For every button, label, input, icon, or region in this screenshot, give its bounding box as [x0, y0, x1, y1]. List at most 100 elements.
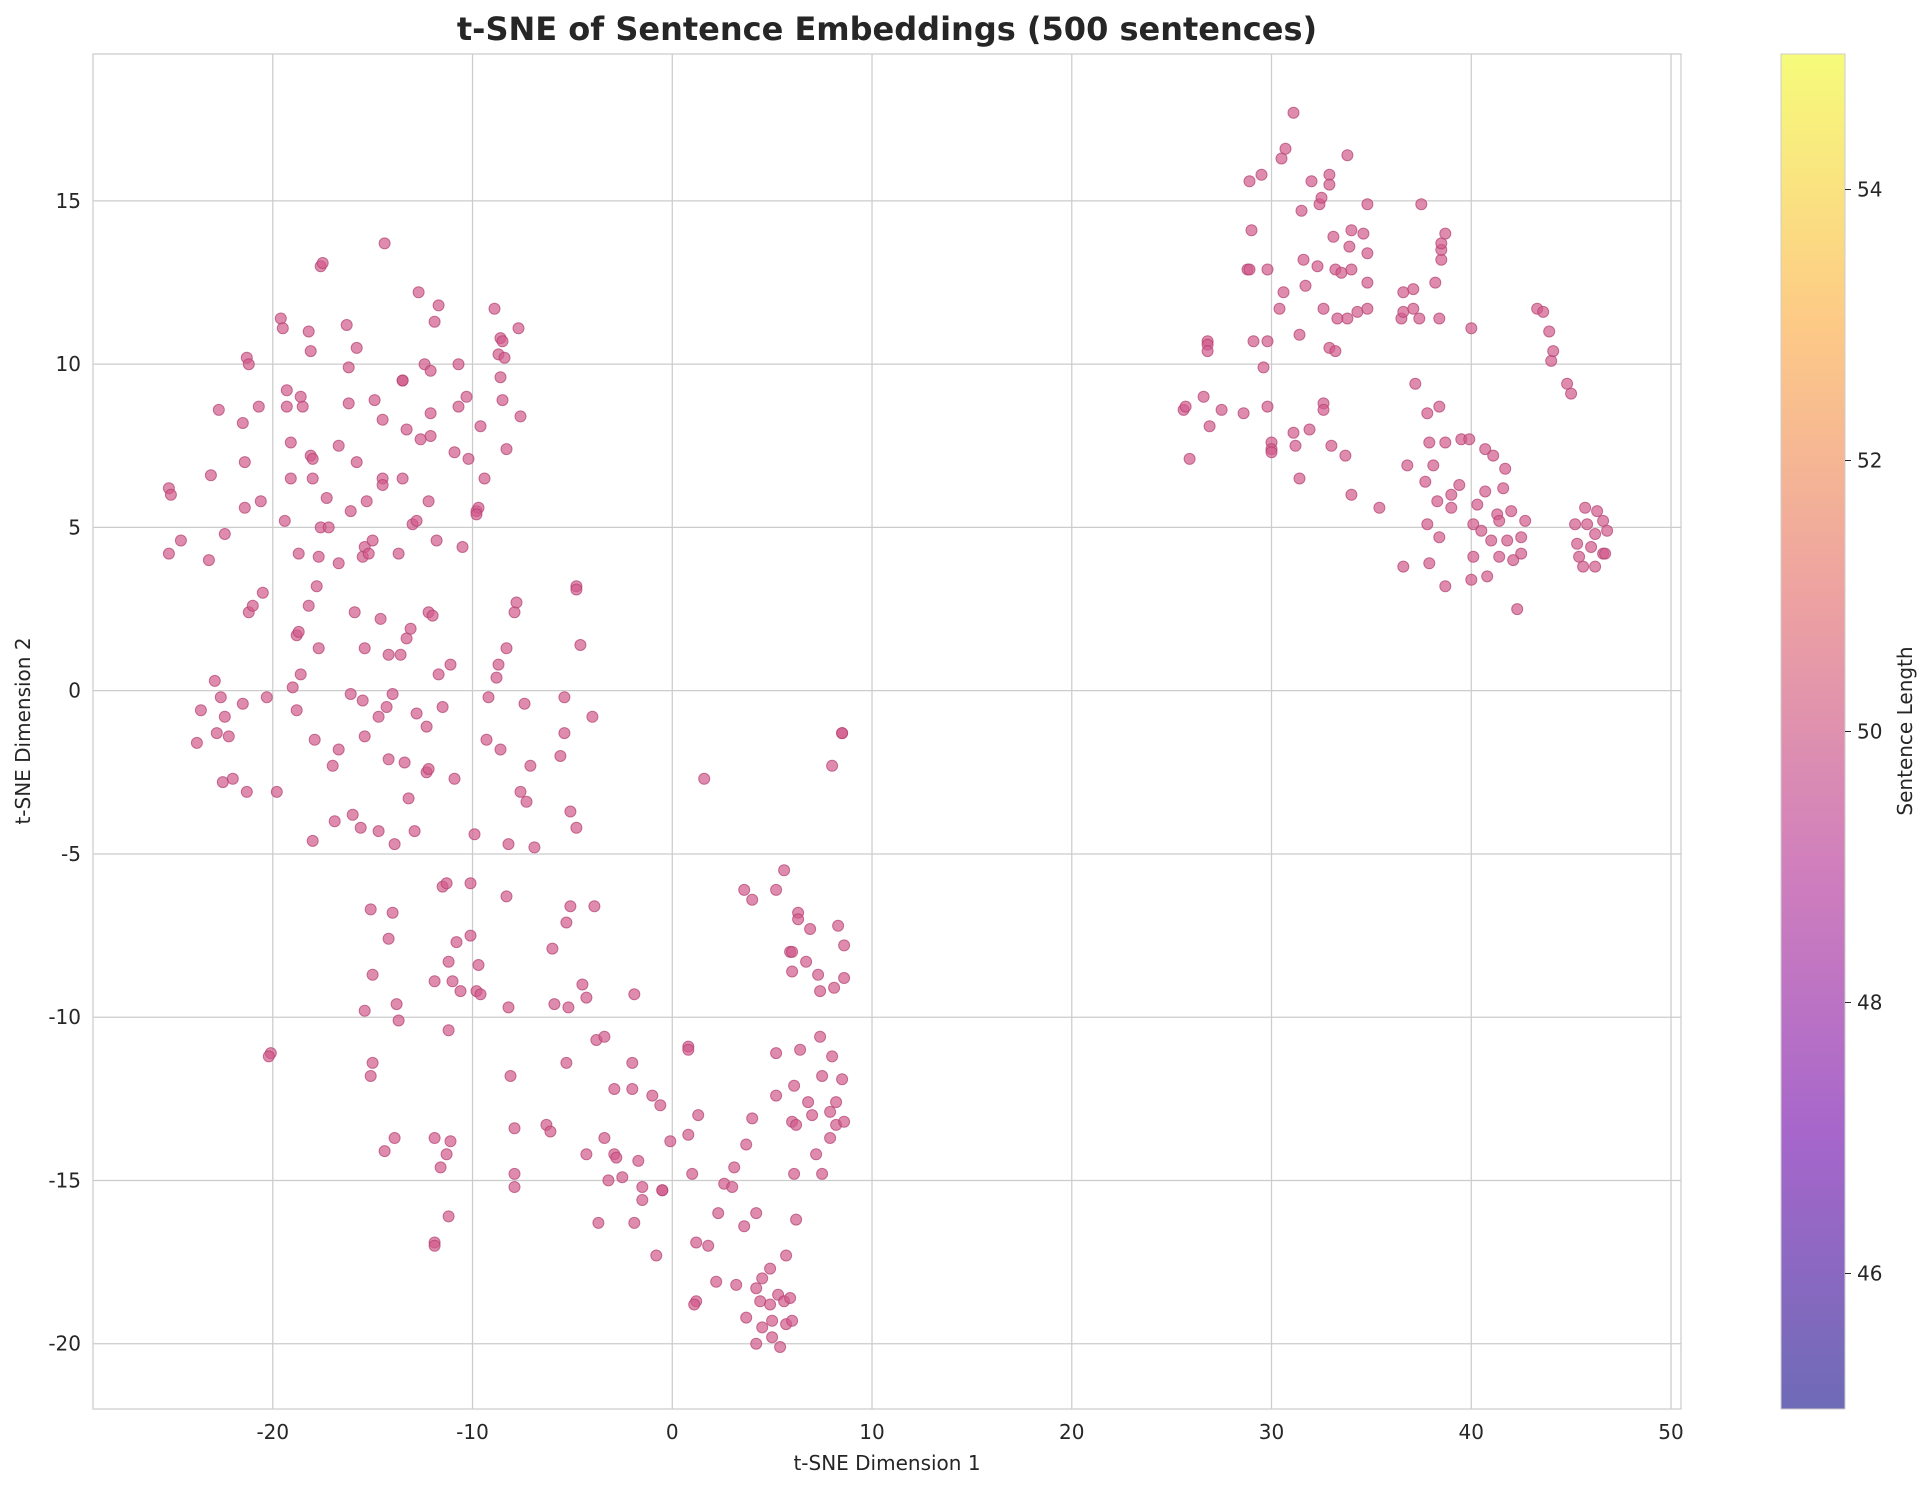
data-point	[274, 312, 287, 325]
data-point	[686, 1167, 699, 1180]
data-point	[1255, 168, 1268, 181]
data-point	[1577, 560, 1590, 573]
data-point	[786, 965, 799, 978]
data-point	[766, 1314, 779, 1327]
data-point	[1373, 501, 1386, 514]
data-point	[1571, 537, 1584, 550]
data-point	[682, 1043, 695, 1056]
data-point	[576, 978, 589, 991]
data-point	[1439, 436, 1452, 449]
data-point	[1341, 149, 1354, 162]
data-point	[306, 472, 319, 485]
data-point	[1297, 253, 1310, 266]
colorbar: 46 48 50 52 54 Sentence Length	[1780, 53, 1917, 1410]
y-axis-ticks: -20 -15 -10 -5 0 5 10 15	[48, 189, 81, 1356]
data-point	[210, 727, 223, 740]
data-point	[802, 1096, 815, 1109]
data-point	[1361, 198, 1374, 211]
data-point	[320, 492, 333, 504]
data-point	[514, 410, 527, 423]
data-point	[396, 374, 409, 387]
data-point	[766, 1331, 779, 1344]
data-point	[626, 1083, 639, 1095]
data-point	[412, 286, 425, 299]
chart-title: t-SNE of Sentence Embeddings (500 senten…	[457, 10, 1317, 48]
data-point	[328, 815, 341, 828]
data-point	[212, 403, 225, 416]
data-point	[1565, 387, 1578, 400]
data-point	[610, 1151, 623, 1164]
data-point	[650, 1249, 663, 1262]
y-tick-label: -15	[48, 1168, 81, 1192]
data-point	[332, 743, 345, 756]
data-point	[464, 877, 477, 890]
data-point	[430, 534, 443, 547]
data-point	[1429, 276, 1442, 289]
data-point	[628, 988, 641, 1001]
data-point	[242, 358, 255, 371]
data-point	[1317, 403, 1330, 416]
data-point	[388, 838, 401, 851]
data-point	[1439, 227, 1452, 240]
data-point	[1293, 472, 1306, 485]
data-point	[496, 335, 509, 348]
data-point	[1289, 439, 1302, 452]
data-point	[1545, 354, 1558, 367]
data-point	[434, 1161, 447, 1174]
data-point	[1569, 518, 1582, 531]
data-point	[628, 1216, 641, 1229]
data-point	[792, 913, 805, 926]
data-point	[1345, 263, 1358, 276]
data-point	[490, 671, 503, 684]
x-tick-label: 20	[1059, 1420, 1084, 1444]
x-tick-label: -10	[456, 1420, 489, 1444]
data-point	[290, 704, 303, 717]
data-point	[508, 1167, 521, 1180]
data-point	[1409, 377, 1422, 390]
data-point	[564, 805, 577, 818]
data-point	[1345, 488, 1358, 501]
data-point	[574, 639, 587, 651]
data-point	[1599, 547, 1612, 560]
data-point	[1351, 305, 1364, 318]
data-point	[366, 968, 379, 981]
colorbar-label: Sentence Length	[1893, 646, 1917, 815]
data-point	[262, 1050, 275, 1063]
x-axis-label: t-SNE Dimension 1	[793, 1451, 980, 1475]
data-point	[292, 547, 305, 560]
data-point	[514, 785, 527, 798]
y-tick-label: -10	[48, 1005, 81, 1029]
data-point	[374, 612, 387, 625]
data-point	[306, 834, 319, 847]
data-point	[426, 609, 439, 622]
y-tick-label: -20	[48, 1332, 81, 1356]
data-point	[1585, 541, 1598, 553]
data-point	[222, 730, 235, 743]
data-point	[296, 400, 309, 413]
x-tick-label: 40	[1459, 1420, 1484, 1444]
data-point	[1179, 400, 1192, 413]
data-point	[378, 237, 391, 250]
data-point	[474, 420, 487, 433]
data-point	[396, 472, 409, 485]
data-point	[404, 622, 417, 635]
data-point	[816, 1167, 829, 1180]
x-tick-label: 10	[859, 1420, 884, 1444]
data-point	[452, 358, 465, 371]
data-point	[368, 394, 381, 407]
data-point	[162, 547, 175, 560]
data-point	[432, 668, 445, 681]
data-point	[394, 648, 407, 661]
data-point	[488, 302, 501, 315]
data-point	[386, 906, 399, 919]
data-point	[470, 508, 483, 521]
data-point	[1493, 514, 1506, 527]
data-point	[746, 1112, 759, 1125]
data-point	[1305, 175, 1318, 188]
data-point	[440, 877, 453, 890]
data-point	[1487, 449, 1500, 462]
data-point	[474, 988, 487, 1001]
data-point	[548, 998, 561, 1011]
data-point	[450, 936, 463, 949]
